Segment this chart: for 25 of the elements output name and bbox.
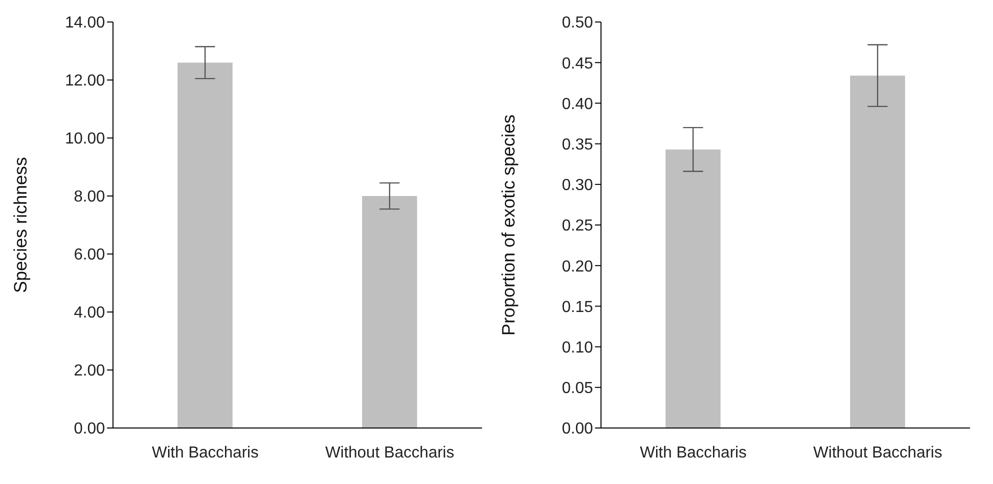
y-tick-label: 0.20: [562, 258, 594, 276]
y-tick-label: 0.00: [74, 420, 106, 438]
y-tick-label: 0.45: [562, 55, 594, 72]
x-tick-label: With Baccharis: [640, 444, 747, 462]
y-tick-label: 4.00: [74, 304, 106, 322]
y-tick-label: 0.35: [562, 136, 594, 154]
y-axis-title: Proportion of exotic species: [498, 114, 518, 336]
y-tick-label: 12.00: [64, 72, 106, 90]
y-tick-label: 6.00: [74, 246, 106, 264]
y-tick-label: 10.00: [64, 130, 106, 148]
y-tick-label: 0.30: [562, 177, 594, 194]
y-tick-label: 0.10: [562, 339, 594, 356]
y-tick-label: 0.00: [562, 420, 594, 438]
y-tick-label: 0.05: [562, 380, 594, 398]
y-tick-label: 14.00: [64, 14, 106, 32]
y-axis-title: Species richness: [10, 156, 30, 294]
y-tick-label: 2.00: [74, 362, 106, 380]
x-tick-label: Without Baccharis: [813, 444, 942, 462]
y-tick-label: 0.40: [562, 96, 594, 113]
x-tick-label: With Baccharis: [152, 444, 259, 462]
y-tick-label: 0.15: [562, 298, 594, 316]
y-tick-label: 0.50: [562, 14, 594, 32]
x-tick-label: Without Baccharis: [325, 444, 454, 462]
y-tick-label: 0.25: [562, 218, 594, 235]
y-tick-label: 8.00: [74, 188, 106, 206]
